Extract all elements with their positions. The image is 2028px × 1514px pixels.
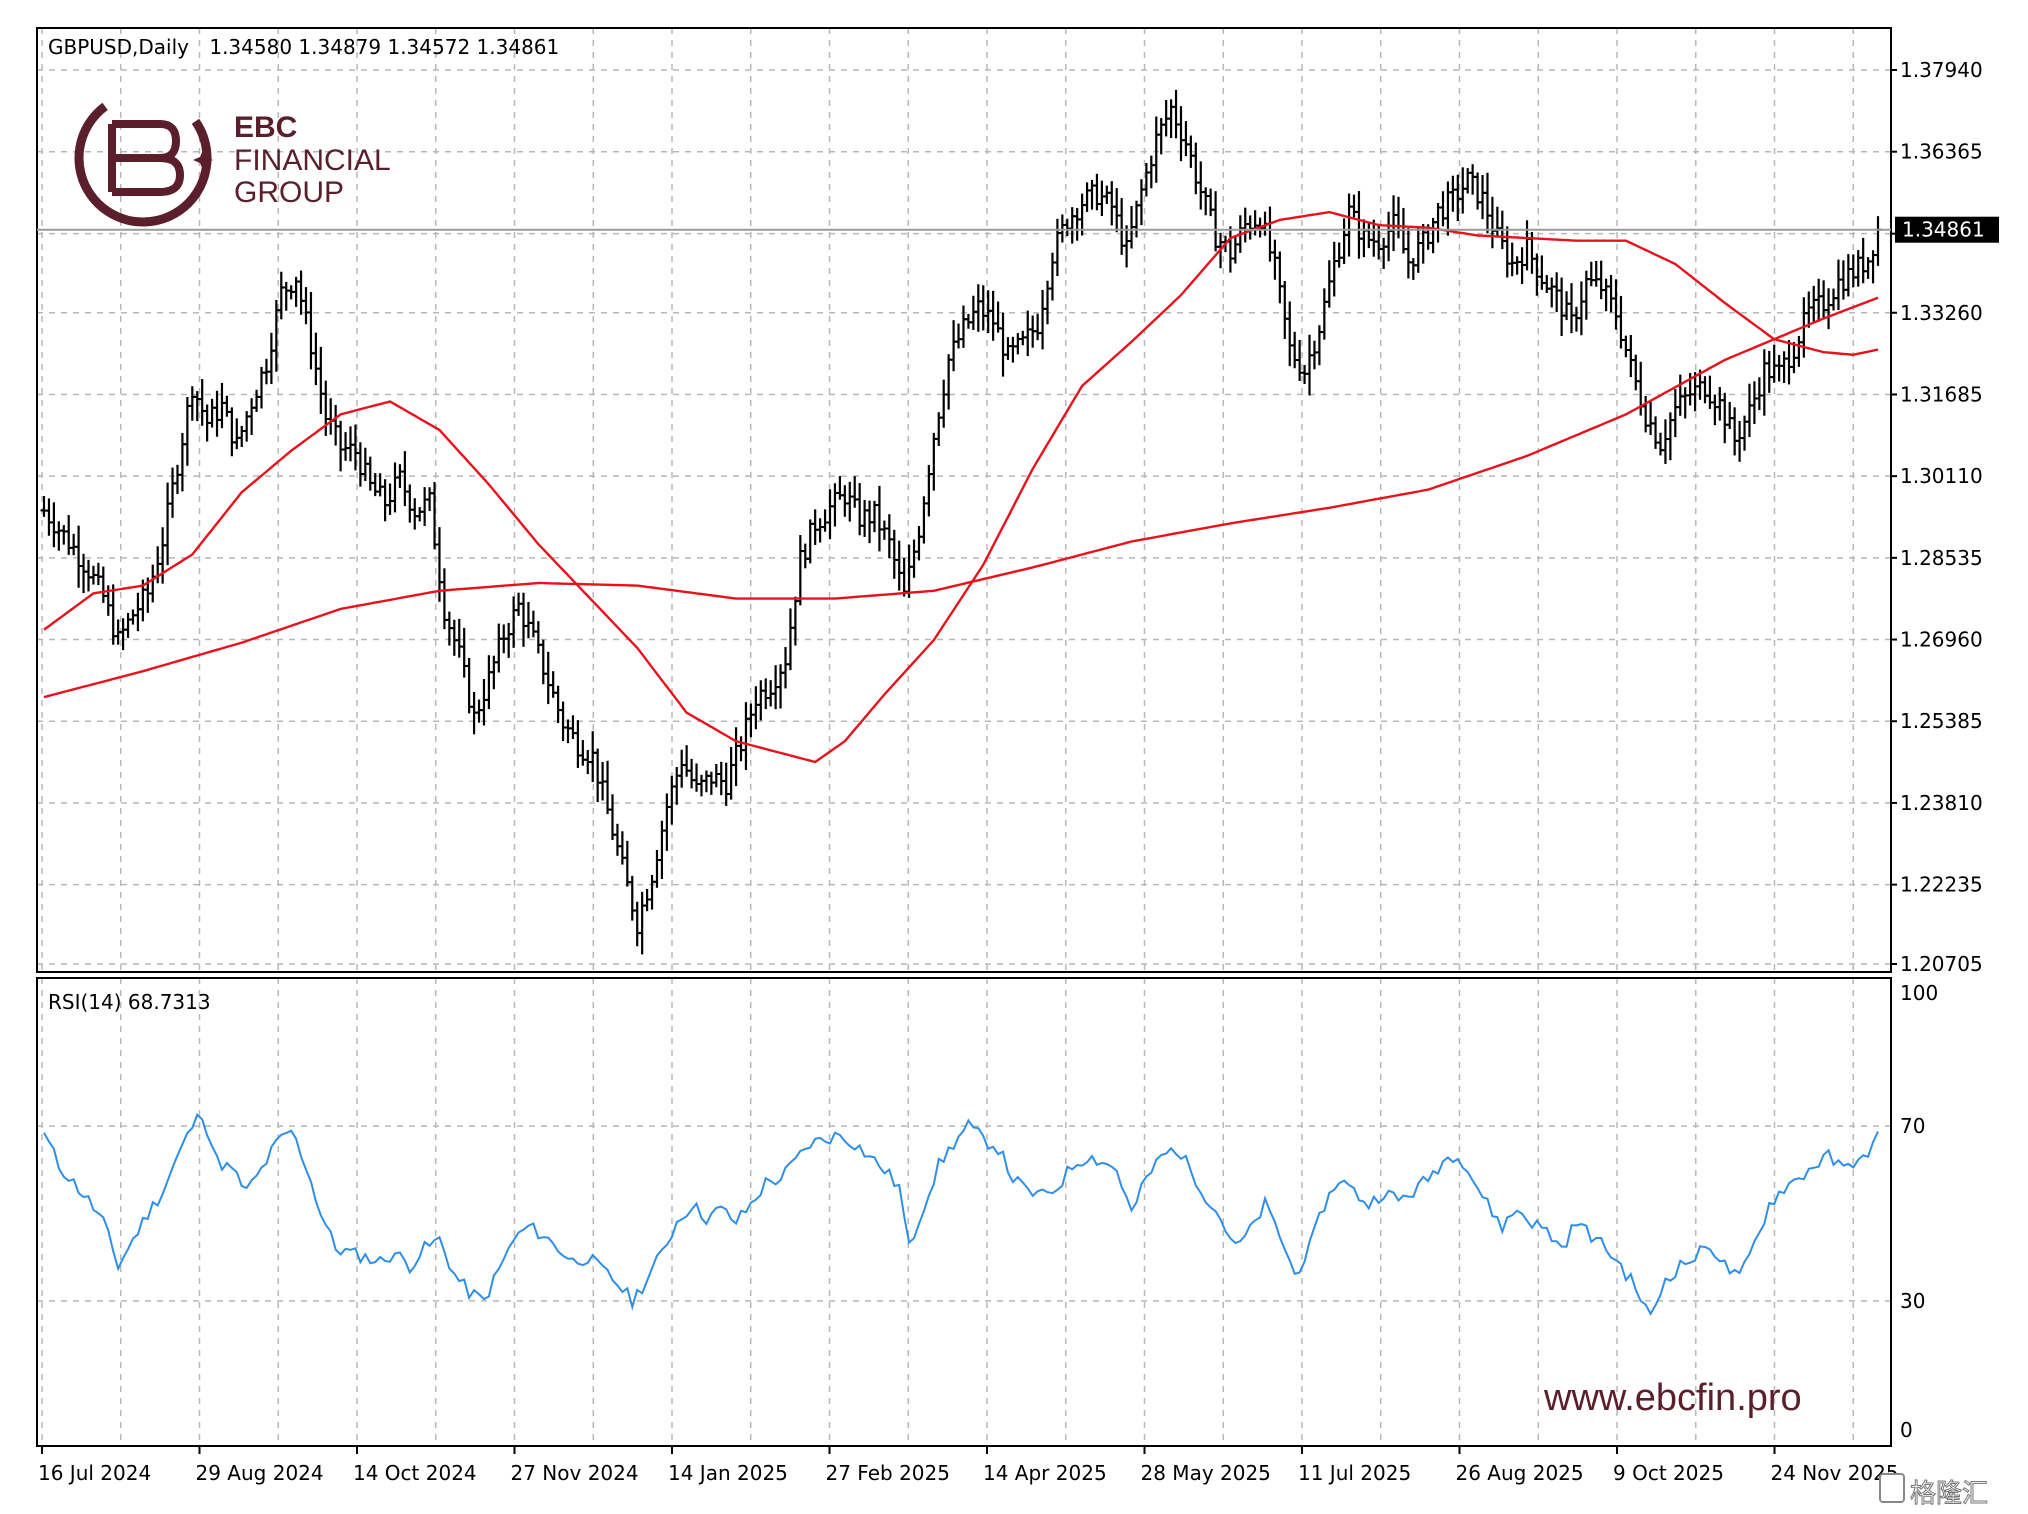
watermark-text: 格隆汇 bbox=[1910, 1479, 1988, 1509]
watermark-icon bbox=[1879, 1473, 1905, 1503]
rsi-tick-label: 100 bbox=[1900, 981, 1938, 1005]
date-tick-label: 29 Aug 2024 bbox=[196, 1461, 324, 1485]
rsi-tick-label: 0 bbox=[1900, 1418, 1913, 1442]
date-tick-label: 28 May 2025 bbox=[1141, 1461, 1271, 1485]
price-tick-label: 1.36365 bbox=[1900, 140, 1983, 164]
chart-header: GBPUSD,Daily 1.34580 1.34879 1.34572 1.3… bbox=[48, 35, 559, 59]
brand-url[interactable]: www.ebcfin.pro bbox=[1543, 1377, 1802, 1419]
price-tick-label: 1.26960 bbox=[1900, 628, 1983, 652]
date-tick-label: 27 Nov 2024 bbox=[511, 1461, 639, 1485]
rsi-series bbox=[43, 1113, 1879, 1316]
price-bars bbox=[40, 89, 1882, 955]
price-tick-label: 1.23810 bbox=[1900, 791, 1983, 815]
date-tick-label: 14 Oct 2024 bbox=[353, 1461, 477, 1485]
rsi-line bbox=[43, 1113, 1879, 1316]
price-panel-frame bbox=[36, 27, 1892, 973]
date-tick-label: 14 Jan 2025 bbox=[668, 1461, 788, 1485]
date-tick-label: 27 Feb 2025 bbox=[826, 1461, 950, 1485]
price-tick-label: 1.37940 bbox=[1900, 58, 1983, 82]
price-tick-label: 1.22235 bbox=[1900, 873, 1983, 897]
brand-line2: FINANCIAL bbox=[234, 144, 391, 177]
moving-averages bbox=[43, 210, 1879, 764]
ma-fast-line bbox=[43, 210, 1879, 764]
rsi-header: RSI(14) 68.7313 bbox=[48, 990, 211, 1014]
date-tick-label: 26 Aug 2025 bbox=[1456, 1461, 1584, 1485]
date-tick-label: 24 Nov 2025 bbox=[1771, 1461, 1899, 1485]
rsi-tick-label: 70 bbox=[1900, 1114, 1925, 1138]
date-tick-label: 11 Jul 2025 bbox=[1298, 1461, 1411, 1485]
symbol-label: GBPUSD,Daily bbox=[48, 35, 189, 59]
price-tick-label: 1.28535 bbox=[1900, 546, 1983, 570]
watermark: 格隆汇 bbox=[1879, 1473, 1989, 1510]
logo-spark-icon bbox=[193, 150, 213, 170]
last-price-text: 1.34861 bbox=[1902, 218, 1985, 242]
date-tick-label: 16 Jul 2024 bbox=[38, 1461, 151, 1485]
logo-eb-icon bbox=[108, 120, 185, 196]
price-tick-label: 1.25385 bbox=[1900, 709, 1983, 733]
price-tick-label: 1.30110 bbox=[1900, 464, 1983, 488]
axis-labels: 1.37940 1.36365 1.33260 1.31685 1.30110 1.285… bbox=[38, 58, 1983, 1485]
rsi-panel-frame bbox=[36, 977, 1892, 1447]
price-tick-label: 1.31685 bbox=[1900, 382, 1983, 406]
ohlc-values: 1.34580 1.34879 1.34572 1.34861 bbox=[209, 35, 559, 59]
ma-slow-line bbox=[43, 296, 1879, 699]
ebc-logo: EBC FINANCIAL GROUP bbox=[74, 89, 391, 227]
price-tick-label: 1.20705 bbox=[1900, 952, 1983, 976]
brand-line1: EBC bbox=[234, 111, 297, 144]
date-tick-label: 9 Oct 2025 bbox=[1613, 1461, 1724, 1485]
last-price-tag: 1.34861 bbox=[1895, 216, 1999, 243]
logo-ring-icon bbox=[74, 89, 212, 227]
date-tick-label: 14 Apr 2025 bbox=[983, 1461, 1107, 1485]
rsi-tick-label: 30 bbox=[1900, 1289, 1925, 1313]
brand-line3: GROUP bbox=[234, 176, 344, 209]
price-tick-label: 1.33260 bbox=[1900, 301, 1983, 325]
